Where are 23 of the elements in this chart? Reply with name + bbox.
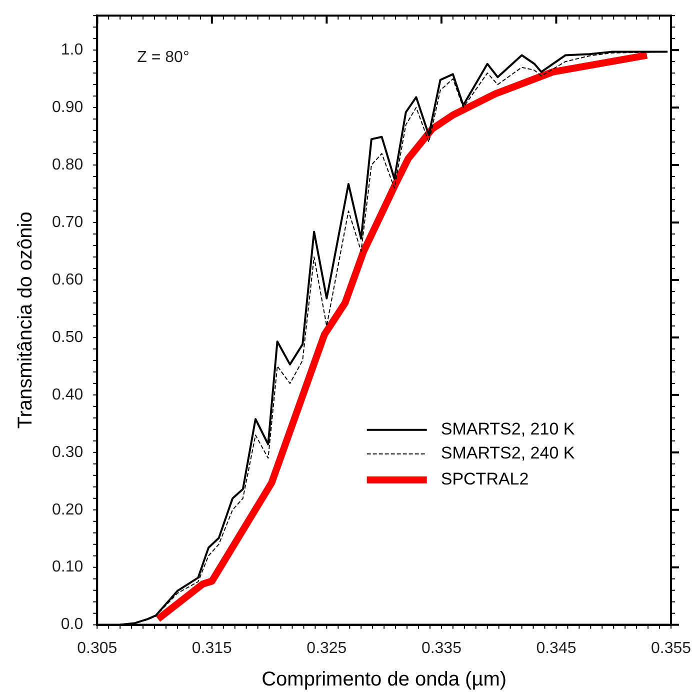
y-tick-label: 0.80 xyxy=(52,156,84,174)
x-tick-label: 0.315 xyxy=(192,640,232,657)
y-tick-label: 0.70 xyxy=(52,214,84,231)
y-tick-label: 0.50 xyxy=(52,328,84,346)
x-axis-title: Comprimento de onda (µm) xyxy=(262,668,507,691)
y-axis-title: Transmitância do ozônio xyxy=(14,212,37,429)
y-tick-label: 0.10 xyxy=(52,558,84,576)
legend-label: SMARTS2, 210 K xyxy=(440,420,576,439)
y-tick-label: 1.0 xyxy=(60,41,84,58)
y-tick-label: 0.0 xyxy=(60,616,84,634)
y-tick-label: 0.30 xyxy=(52,444,84,461)
legend-label: SMARTS2, 240 K xyxy=(440,444,576,463)
y-tick-label: 0.90 xyxy=(52,98,84,116)
x-tick-label: 0.325 xyxy=(306,640,347,657)
legend-label: SPCTRAL2 xyxy=(440,470,529,489)
x-tick-label: 0.355 xyxy=(650,640,692,657)
y-tick-label: 0.40 xyxy=(52,386,84,404)
y-tick-label: 0.20 xyxy=(52,501,84,518)
x-tick-label: 0.335 xyxy=(421,640,462,657)
annotation: Z = 80° xyxy=(137,49,190,66)
x-tick-label: 0.305 xyxy=(77,640,118,657)
x-tick-label: 0.345 xyxy=(536,640,576,657)
y-tick-label: 0.60 xyxy=(52,271,84,288)
